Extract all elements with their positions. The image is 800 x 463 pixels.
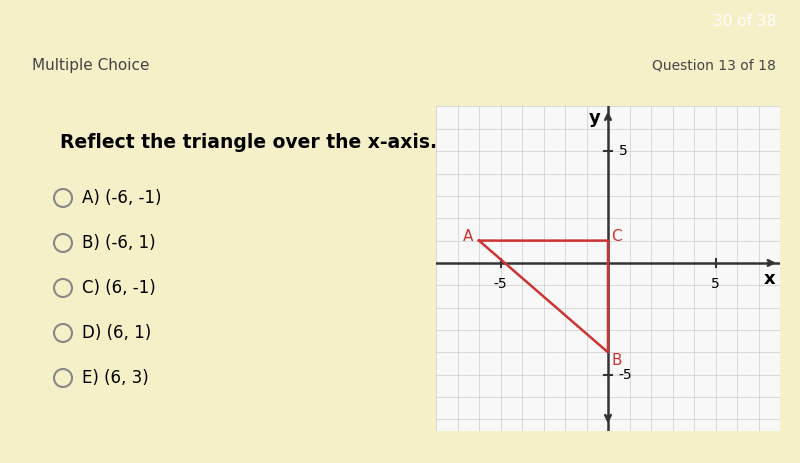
Text: Multiple Choice: Multiple Choice <box>32 58 150 74</box>
Text: x: x <box>763 269 775 288</box>
Text: -5: -5 <box>618 368 632 382</box>
Text: B) (-6, 1): B) (-6, 1) <box>82 234 156 252</box>
Text: y: y <box>590 109 601 127</box>
Text: E) (6, 3): E) (6, 3) <box>82 369 149 387</box>
Text: 5: 5 <box>711 277 720 292</box>
Text: C) (6, -1): C) (6, -1) <box>82 279 156 297</box>
Text: 5: 5 <box>618 144 627 158</box>
Text: B: B <box>611 353 622 368</box>
Text: A: A <box>463 229 474 244</box>
Text: -5: -5 <box>494 277 507 292</box>
Text: 30 of 38: 30 of 38 <box>713 14 776 30</box>
Text: D) (6, 1): D) (6, 1) <box>82 324 151 342</box>
Text: C: C <box>611 229 622 244</box>
Text: Reflect the triangle over the x-axis. What are the coordinates of A'?: Reflect the triangle over the x-axis. Wh… <box>60 133 778 152</box>
Text: Question 13 of 18: Question 13 of 18 <box>652 59 776 73</box>
Text: A) (-6, -1): A) (-6, -1) <box>82 189 162 207</box>
